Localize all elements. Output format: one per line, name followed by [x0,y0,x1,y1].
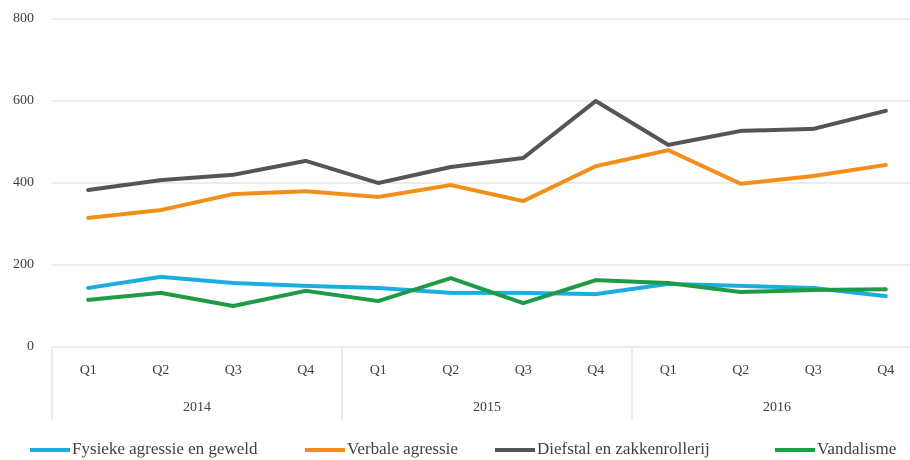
legend: Fysieke agressie en geweld Verbale agress… [30,439,896,458]
x-tick-label: Q2 [732,363,749,378]
x-tick-label: Q1 [370,363,387,378]
series-line [86,148,888,220]
x-tick-label: Q2 [152,363,169,378]
x-tick-label: Q4 [877,363,894,378]
y-tick-label: 200 [13,257,34,272]
group-label: 2016 [763,400,791,415]
y-tick-label: 0 [27,339,34,354]
y-tick-label: 800 [13,11,34,26]
x-tick-label: Q1 [660,363,677,378]
series-line [86,276,888,308]
series-line [86,99,888,192]
group-label: 2014 [183,400,211,415]
x-tick-label: Q3 [225,363,242,378]
legend-label: Verbale agressie [347,439,458,458]
legend-label: Diefstal en zakkenrollerij [537,439,710,458]
legend-label: Fysieke agressie en geweld [72,439,258,458]
legend-label: Vandalisme [817,439,896,458]
x-tick-label: Q1 [80,363,97,378]
x-tick-label: Q3 [805,363,822,378]
group-label: 2015 [473,400,501,415]
y-tick-label: 600 [13,93,34,108]
series-line [86,274,888,299]
y-tick-label: 400 [13,175,34,190]
x-tick-label: Q4 [297,363,314,378]
x-tick-label: Q2 [442,363,459,378]
x-tick-label: Q3 [515,363,532,378]
x-tick-label: Q4 [587,363,604,378]
